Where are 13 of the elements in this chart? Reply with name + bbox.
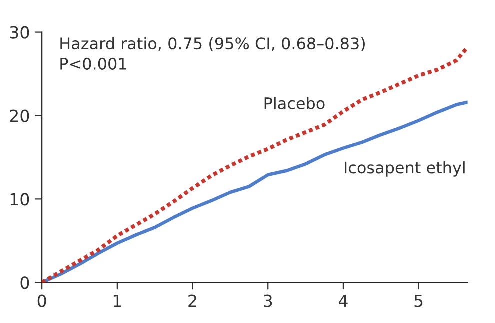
y-tick-label: 30 (10, 26, 30, 39)
x-tick-label: 0 (38, 294, 46, 308)
x-tick-label: 2 (188, 294, 196, 308)
y-tick-label: 0 (20, 276, 30, 290)
x-tick-label: 5 (414, 294, 423, 308)
x-tick-label: 3 (264, 294, 272, 308)
y-tick-label: 10 (10, 193, 30, 206)
series-label: Icosapent ethyl (345, 161, 465, 177)
y-tick-label: 20 (10, 110, 30, 122)
annotation: Hazard ratio, 0.75 (95% CI, 0.68–0.83) P<0.001 (60, 37, 365, 70)
series-label: Placebo (264, 97, 325, 110)
x-tick-label: 1 (114, 294, 122, 308)
x-tick-label: 4 (338, 294, 348, 308)
